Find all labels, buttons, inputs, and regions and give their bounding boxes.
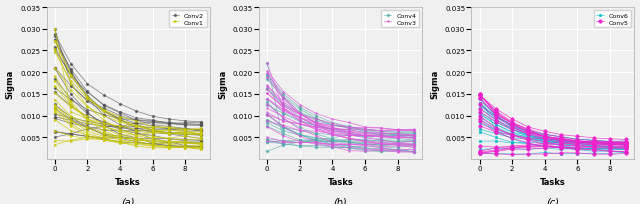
Conv6 (492, 130, 500, 133)
Conv6 (606, 142, 614, 144)
Conv6 (623, 143, 630, 145)
Conv5 (541, 133, 548, 136)
Conv5 (476, 93, 483, 96)
Conv3 (361, 141, 369, 143)
Y-axis label: Sigma: Sigma (6, 69, 15, 98)
Conv4 (394, 134, 401, 137)
Conv4 (296, 112, 303, 114)
Conv6 (590, 142, 598, 145)
Conv5 (557, 136, 565, 139)
Conv4 (410, 136, 418, 138)
Conv2 (181, 128, 189, 130)
Conv1 (132, 125, 140, 127)
Conv4 (345, 127, 353, 130)
Conv3 (312, 129, 320, 131)
Conv1 (84, 118, 92, 121)
Conv3 (345, 138, 353, 140)
Conv1 (100, 122, 108, 125)
Conv6 (541, 139, 548, 142)
Conv5 (492, 113, 500, 115)
Conv6 (476, 93, 483, 96)
Line: Conv2: Conv2 (54, 40, 202, 133)
Conv3 (263, 63, 271, 65)
Title: (c): (c) (547, 197, 559, 204)
Title: (b): (b) (333, 197, 348, 204)
Conv2 (116, 112, 124, 115)
Conv6 (525, 137, 532, 139)
Conv2 (132, 119, 140, 122)
Legend: Conv6, Conv5: Conv6, Conv5 (594, 11, 631, 28)
Conv1 (181, 129, 189, 132)
Conv1 (116, 125, 124, 128)
Conv3 (410, 144, 418, 146)
X-axis label: Tasks: Tasks (328, 177, 353, 186)
Y-axis label: Sigma: Sigma (430, 69, 440, 98)
X-axis label: Tasks: Tasks (115, 177, 141, 186)
Conv4 (378, 132, 385, 134)
Title: (a): (a) (122, 197, 135, 204)
Line: Conv4: Conv4 (266, 79, 415, 138)
Conv1 (198, 127, 205, 130)
Line: Conv3: Conv3 (266, 63, 415, 147)
Conv5 (525, 128, 532, 131)
Conv6 (508, 134, 516, 137)
Conv2 (148, 124, 156, 126)
Y-axis label: Sigma: Sigma (218, 69, 227, 98)
Conv2 (51, 39, 59, 42)
Conv1 (165, 127, 173, 129)
Conv2 (165, 126, 173, 128)
Conv5 (623, 141, 630, 143)
Conv6 (557, 141, 565, 143)
Conv5 (590, 140, 598, 142)
Line: Conv6: Conv6 (479, 93, 627, 145)
Conv2 (100, 104, 108, 107)
Conv1 (51, 28, 59, 31)
Conv2 (84, 91, 92, 93)
Conv4 (328, 124, 336, 126)
Conv1 (67, 111, 75, 113)
Conv2 (198, 131, 205, 133)
Conv1 (148, 126, 156, 129)
Conv3 (394, 144, 401, 146)
X-axis label: Tasks: Tasks (540, 177, 566, 186)
Legend: Conv2, Conv1: Conv2, Conv1 (169, 11, 207, 28)
Conv3 (328, 133, 336, 136)
Conv4 (263, 79, 271, 81)
Conv3 (378, 143, 385, 145)
Line: Conv1: Conv1 (54, 29, 202, 131)
Conv6 (573, 141, 581, 144)
Conv4 (361, 130, 369, 132)
Conv2 (67, 69, 75, 71)
Conv4 (280, 98, 287, 100)
Conv3 (296, 120, 303, 122)
Legend: Conv4, Conv3: Conv4, Conv3 (381, 11, 419, 28)
Conv5 (573, 139, 581, 141)
Conv5 (606, 141, 614, 143)
Conv5 (508, 123, 516, 125)
Conv4 (312, 118, 320, 120)
Conv3 (280, 108, 287, 111)
Line: Conv5: Conv5 (478, 93, 628, 143)
